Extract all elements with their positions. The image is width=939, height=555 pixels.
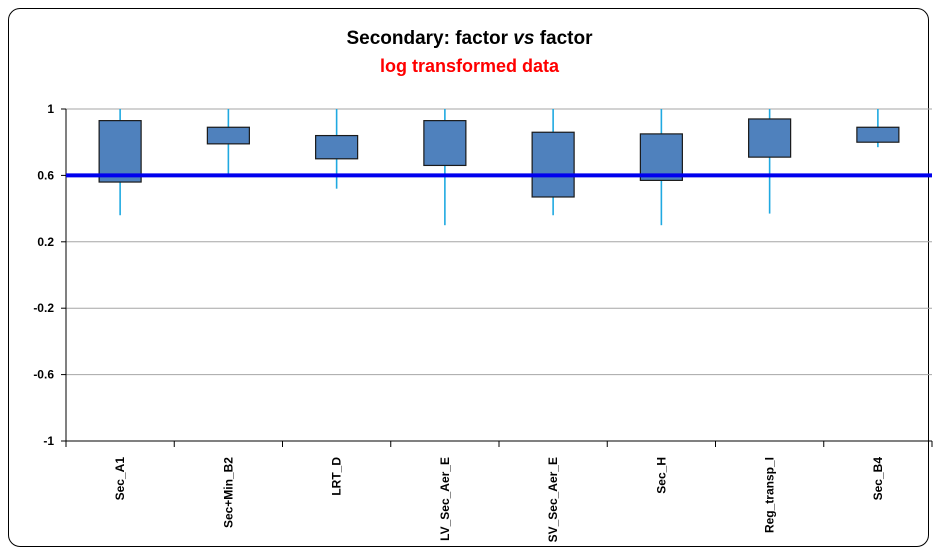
chart-title-italic: vs	[513, 28, 535, 49]
y-tick-label: -0.6	[33, 368, 54, 382]
x-tick-label: SV_Sec_Aer_E	[546, 457, 560, 542]
x-tick-label: Sec+Min_B2	[221, 457, 235, 528]
box	[531, 131, 575, 198]
y-tick-label: -1	[43, 434, 54, 448]
chart-frame	[8, 8, 929, 547]
y-tick-label: -0.2	[33, 301, 54, 315]
x-tick-label: Sec_A1	[113, 457, 127, 501]
x-tick-label: Sec_B4	[871, 457, 885, 501]
box	[748, 118, 792, 158]
x-tick-label: LV_Sec_Aer_E	[438, 457, 452, 541]
chart-subtitle: log transformed data	[379, 56, 560, 76]
box	[639, 133, 683, 181]
box	[206, 126, 250, 145]
box	[423, 120, 467, 167]
x-tick-label: Reg_transp_I	[763, 457, 777, 533]
y-tick-label: 0.6	[37, 168, 54, 182]
box	[856, 126, 900, 143]
box	[315, 134, 359, 160]
y-tick-label: 0.2	[37, 235, 54, 249]
x-tick-label: LRT_D	[330, 457, 344, 496]
box	[98, 120, 142, 183]
x-tick-label: Sec_H	[654, 457, 668, 494]
chart-title: Secondary: factor vs factor	[346, 28, 593, 49]
y-tick-label: 1	[47, 102, 54, 116]
